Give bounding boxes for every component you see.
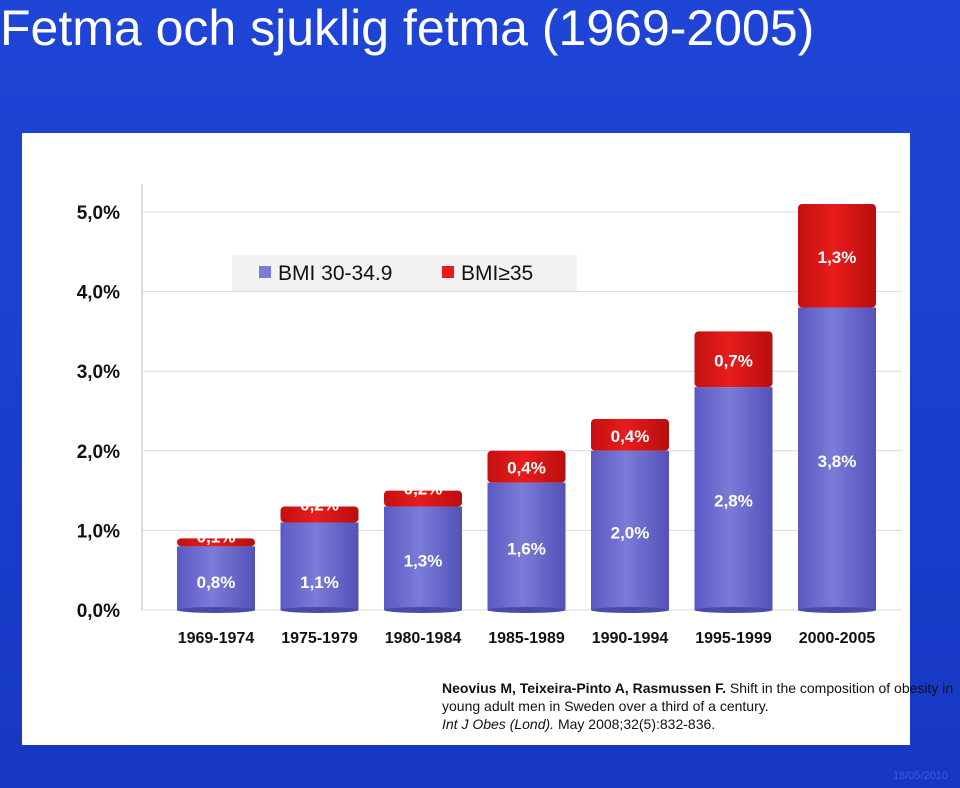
y-tick-label: 0,0%	[77, 601, 120, 622]
data-label-bmi-30-34-9: 1,6%	[507, 539, 546, 558]
x-tick-label: 1985-1989	[488, 630, 565, 647]
y-tick-label: 2,0%	[77, 442, 120, 463]
data-label-bmi-35-plus: 0,7%	[714, 351, 753, 370]
y-tick-label: 4,0%	[77, 283, 120, 304]
data-label-bmi-35-plus: 0,4%	[611, 427, 650, 446]
data-label-bmi-30-34-9: 0,8%	[197, 573, 236, 592]
data-label-bmi-30-34-9: 2,0%	[611, 523, 650, 542]
x-tick-label: 1980-1984	[385, 630, 462, 647]
bar-base-shadow	[487, 607, 566, 613]
data-label-bmi-30-34-9: 3,8%	[818, 452, 857, 471]
citation: Neovius M, Teixeira-Pinto A, Rasmussen F…	[442, 679, 957, 733]
bar-bmi-35-plus	[798, 204, 876, 308]
legend-box	[232, 255, 577, 291]
bar-bmi-30-34-9	[487, 482, 566, 610]
y-tick-label: 3,0%	[77, 362, 120, 383]
x-tick-label: 1975-1979	[281, 630, 358, 647]
bar-bmi-35-plus	[694, 331, 773, 388]
citation-journal: Int J Obes (Lond).	[442, 716, 555, 732]
bar-bmi-30-34-9	[177, 546, 255, 610]
x-tick-label: 1990-1994	[592, 630, 669, 647]
bar-bmi-35-plus	[177, 538, 255, 547]
bar-base-shadow	[694, 607, 773, 613]
footer-date: 18/05/2010	[892, 770, 948, 782]
chart-panel: 0,0% 1,0% 2,0% 3,0% 4,0% 5,0% 0,8% 0,1% 1969-197…	[22, 133, 910, 745]
bar-bmi-35-plus	[487, 450, 566, 483]
data-label-bmi-35-plus: 0,1%	[197, 527, 236, 546]
bar-bmi-30-34-9	[591, 450, 669, 610]
x-tick-label: 1995-1999	[695, 630, 772, 647]
citation-authors: Neovius M, Teixeira-Pinto A, Rasmussen F…	[442, 680, 726, 696]
legend-swatch-bmi-30-34-9	[259, 266, 271, 278]
citation-text: Shift in the composition of obesity in y…	[442, 680, 954, 714]
legend-label-bmi-30-34-9: BMI 30-34.9	[278, 262, 392, 285]
bar-base-shadow	[798, 607, 876, 613]
x-tick-label: 1969-1974	[178, 630, 255, 647]
data-label-bmi-35-plus: 0,4%	[507, 459, 546, 478]
bar-bmi-30-34-9	[798, 307, 876, 610]
data-label-bmi-30-34-9: 1,3%	[404, 551, 443, 570]
bar-bmi-30-34-9	[280, 522, 359, 610]
bar-bmi-30-34-9	[384, 506, 462, 610]
x-tick-label: 2000-2005	[799, 630, 876, 647]
legend-label-bmi-35-plus: BMI≥35	[461, 262, 533, 285]
bar-bmi-35-plus	[280, 506, 359, 523]
y-tick-label: 5,0%	[77, 203, 120, 224]
bar-base-shadow	[591, 607, 669, 613]
data-label-bmi-30-34-9: 1,1%	[300, 573, 339, 592]
bar-base-shadow	[280, 607, 359, 613]
bar-bmi-35-plus	[384, 490, 462, 507]
y-tick-label: 1,0%	[77, 521, 120, 542]
data-label-bmi-35-plus: 0,2%	[300, 496, 339, 515]
slide-title: Fetma och sjuklig fetma (1969-2005)	[0, 0, 815, 56]
bar-bmi-35-plus	[591, 418, 669, 451]
bar-base-shadow	[384, 607, 462, 613]
citation-ref: May 2008;32(5):832-836.	[554, 716, 716, 732]
data-label-bmi-35-plus: 0,2%	[404, 480, 443, 499]
data-label-bmi-35-plus: 1,3%	[818, 248, 857, 267]
legend-swatch-bmi-35-plus	[442, 266, 454, 278]
data-label-bmi-30-34-9: 2,8%	[714, 492, 753, 511]
bar-bmi-30-34-9	[694, 387, 773, 610]
stacked-bar-chart: 0,0% 1,0% 2,0% 3,0% 4,0% 5,0% 0,8% 0,1% 1969-197…	[77, 184, 902, 647]
bar-base-shadow	[177, 607, 255, 613]
